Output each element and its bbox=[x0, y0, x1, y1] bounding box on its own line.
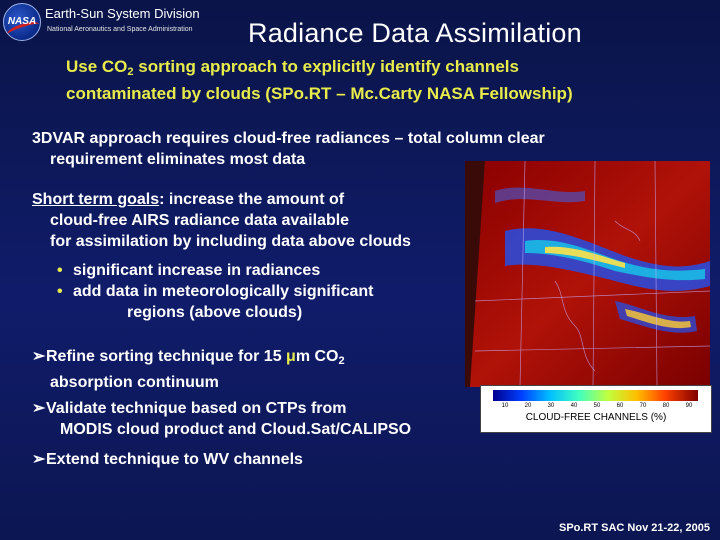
colorbar-tick: 30 bbox=[547, 403, 555, 409]
arrow1-mid: m CO bbox=[295, 348, 339, 365]
arrow1-subscript: 2 bbox=[338, 355, 345, 367]
agency-name: National Aeronautics and Space Administr… bbox=[47, 26, 193, 33]
nasa-logo: NASA bbox=[3, 3, 41, 41]
slide-footer: SPo.RT SAC Nov 21-22, 2005 bbox=[558, 522, 710, 534]
arrow2-line2: MODIS cloud product and Cloud.Sat/CALIPS… bbox=[60, 421, 412, 438]
arrow-item-extend: ➢Extend technique to WV channels bbox=[32, 449, 472, 470]
arrow-bullet-icon: ➢ bbox=[32, 400, 46, 417]
bullet-continuation: regions (above clouds) bbox=[57, 302, 457, 323]
goals-line1: : increase the amount of bbox=[159, 191, 345, 208]
cloud-free-channels-map bbox=[465, 161, 710, 387]
arrow-item-validate: ➢Validate technique based on CTPs from M… bbox=[32, 398, 472, 440]
colorbar-tick: 90 bbox=[685, 403, 693, 409]
logo-text: NASA bbox=[7, 16, 37, 27]
map-image bbox=[465, 161, 710, 387]
approach-paragraph: 3DVAR approach requires cloud-free radia… bbox=[32, 128, 672, 170]
bullet-dot-icon: • bbox=[57, 262, 63, 279]
colorbar-tick: 40 bbox=[570, 403, 578, 409]
mu-symbol: μ bbox=[286, 348, 296, 365]
bullet-text: add data in meteorologically significant bbox=[73, 283, 374, 300]
colorbar-tick: 60 bbox=[616, 403, 624, 409]
goals-line2: cloud-free AIRS radiance data available bbox=[50, 212, 350, 229]
subtitle-line1-pre: Use CO bbox=[66, 57, 128, 76]
bullet-text: regions (above clouds) bbox=[127, 304, 303, 321]
division-name: Earth-Sun System Division bbox=[45, 6, 200, 21]
arrow2-line1: Validate technique based on CTPs from bbox=[46, 400, 347, 417]
goals-paragraph: Short term goals: increase the amount of… bbox=[32, 189, 472, 252]
subtitle-subscript: 2 bbox=[127, 66, 134, 78]
slide-subtitle: Use CO2 sorting approach to explicitly i… bbox=[66, 56, 686, 104]
arrow-bullet-icon: ➢ bbox=[32, 348, 46, 365]
bullet-item: • significant increase in radiances bbox=[57, 260, 457, 281]
bullet-dot-icon: • bbox=[57, 283, 63, 300]
arrow-bullet-icon: ➢ bbox=[32, 451, 46, 468]
colorbar-gradient bbox=[493, 390, 698, 401]
subtitle-line1-post: sorting approach to explicitly identify … bbox=[133, 57, 519, 76]
goals-label: Short term goals bbox=[32, 191, 160, 208]
bullet-item: • add data in meteorologically significan… bbox=[57, 281, 457, 302]
slide-title: Radiance Data Assimilation bbox=[248, 18, 582, 48]
colorbar-label: CLOUD-FREE CHANNELS (%) bbox=[525, 412, 667, 423]
colorbar-legend: 10 20 30 40 50 60 70 80 90 CLOUD-FREE CH… bbox=[480, 385, 712, 433]
slide-header: NASA Earth-Sun System Division National … bbox=[0, 0, 720, 48]
approach-line1: 3DVAR approach requires cloud-free radia… bbox=[32, 130, 545, 147]
approach-line2: requirement eliminates most data bbox=[50, 151, 306, 168]
colorbar-tick: 80 bbox=[662, 403, 670, 409]
colorbar-tick: 70 bbox=[639, 403, 647, 409]
goal-bullets: • significant increase in radiances • add … bbox=[57, 260, 457, 323]
colorbar-tick: 20 bbox=[524, 403, 532, 409]
goals-line3: for assimilation by including data above… bbox=[50, 233, 411, 250]
arrow1-pre: Refine sorting technique for 15 bbox=[46, 348, 287, 365]
arrow3-line1: Extend technique to WV channels bbox=[46, 451, 303, 468]
subtitle-line2: contaminated by clouds (SPo.RT – Mc.Cart… bbox=[66, 84, 573, 103]
colorbar-tick: 10 bbox=[501, 403, 509, 409]
colorbar-tick: 50 bbox=[593, 403, 601, 409]
arrow1-line2: absorption continuum bbox=[50, 374, 219, 391]
bullet-text: significant increase in radiances bbox=[73, 262, 321, 279]
arrow-item-refine: ➢Refine sorting technique for 15 μm CO2 … bbox=[32, 346, 472, 393]
